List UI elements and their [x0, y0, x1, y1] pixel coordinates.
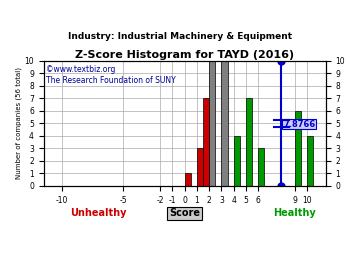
Bar	[185, 173, 191, 186]
Bar	[258, 148, 264, 186]
Text: Healthy: Healthy	[274, 208, 316, 218]
Text: Unhealthy: Unhealthy	[71, 208, 127, 218]
Bar	[221, 61, 228, 186]
Bar	[209, 61, 215, 186]
Bar	[234, 136, 240, 186]
Title: Z-Score Histogram for TAYD (2016): Z-Score Histogram for TAYD (2016)	[75, 50, 294, 60]
Bar	[246, 98, 252, 186]
Text: Industry: Industrial Machinery & Equipment: Industry: Industrial Machinery & Equipme…	[68, 32, 292, 41]
Bar	[295, 111, 301, 186]
Y-axis label: Number of companies (56 total): Number of companies (56 total)	[15, 68, 22, 180]
Bar	[307, 136, 314, 186]
Text: ©www.textbiz.org: ©www.textbiz.org	[46, 65, 116, 74]
Text: 7.8766: 7.8766	[283, 120, 315, 129]
Bar	[197, 148, 203, 186]
Text: Score: Score	[169, 208, 200, 218]
Bar	[203, 98, 209, 186]
Text: The Research Foundation of SUNY: The Research Foundation of SUNY	[46, 76, 176, 85]
